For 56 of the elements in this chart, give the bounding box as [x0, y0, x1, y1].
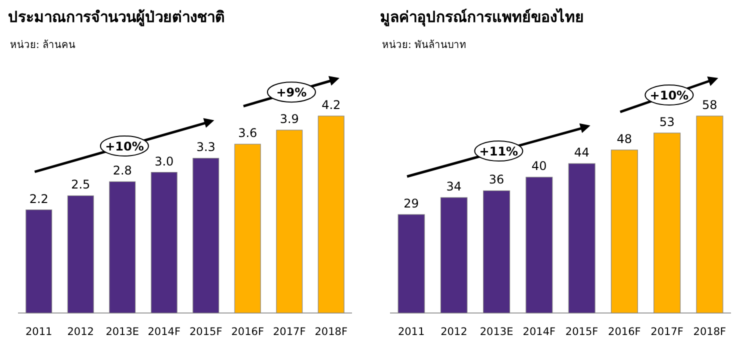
data-label: 3.6	[238, 126, 258, 140]
chart-subtitle: หน่วย: พันล้านบาท	[382, 39, 467, 51]
annotation: +10%	[105, 140, 144, 154]
x-tick-label: 2017F	[272, 326, 306, 338]
data-label: 44	[574, 146, 590, 160]
bar	[483, 190, 510, 314]
bar	[276, 130, 303, 314]
x-tick-label: 2015F	[565, 326, 598, 338]
bar	[109, 181, 136, 314]
x-tick-label: 2012	[440, 326, 468, 338]
data-label: 3.9	[280, 112, 299, 126]
data-label: 3.3	[196, 140, 216, 154]
x-tick-label: 2014F	[522, 326, 556, 338]
bar	[234, 144, 261, 314]
data-label: 4.2	[322, 98, 341, 112]
data-label: 53	[659, 114, 675, 129]
data-label: 34	[446, 180, 462, 194]
data-label: 2.8	[112, 164, 132, 178]
bar	[398, 214, 425, 314]
bar	[568, 163, 596, 314]
chart-subtitle: หน่วย: ล้านคน	[10, 39, 76, 51]
bar	[610, 150, 638, 314]
x-tick-label: 2011	[398, 326, 425, 338]
chart-title: ประมาณการจำนวนผู้ป่วยต่างชาติ	[8, 8, 225, 27]
x-tick-label: 2015F	[189, 326, 222, 338]
text: +10%	[650, 88, 689, 102]
bar	[150, 172, 178, 314]
annotation: +11%	[479, 144, 518, 159]
data-label: 36	[488, 172, 504, 187]
chart-title: มูลค่าอุปกรณ์การแพทย์ของไทย	[380, 7, 584, 27]
bar	[654, 132, 681, 314]
data-label: 40	[532, 159, 547, 174]
data-label: 3.0	[154, 154, 174, 168]
bar	[26, 210, 52, 314]
x-tick-label: 2018F	[314, 326, 348, 338]
bar	[318, 116, 344, 314]
bar	[526, 176, 553, 314]
data-label: 48	[616, 132, 632, 146]
x-tick-label: 2018F	[693, 326, 726, 338]
data-label: 29	[404, 196, 419, 210]
bar	[696, 116, 724, 314]
data-label: 2.5	[71, 178, 90, 192]
x-tick-label: 2013E	[106, 326, 140, 338]
x-tick-label: 2011	[26, 326, 52, 338]
text: +9%	[276, 86, 307, 100]
data-label: 58	[702, 98, 718, 112]
x-tick-label: 2016F	[231, 326, 264, 338]
bar	[440, 197, 468, 314]
x-tick-label: 2014F	[148, 326, 181, 338]
bar	[192, 158, 220, 314]
x-tick-label: 2016F	[608, 326, 641, 338]
x-tick-label: 2017F	[650, 326, 684, 338]
data-label: 2.2	[29, 192, 48, 206]
x-tick-label: 2013E	[480, 326, 514, 338]
x-tick-label: 2012	[67, 326, 94, 338]
bar	[67, 195, 94, 314]
